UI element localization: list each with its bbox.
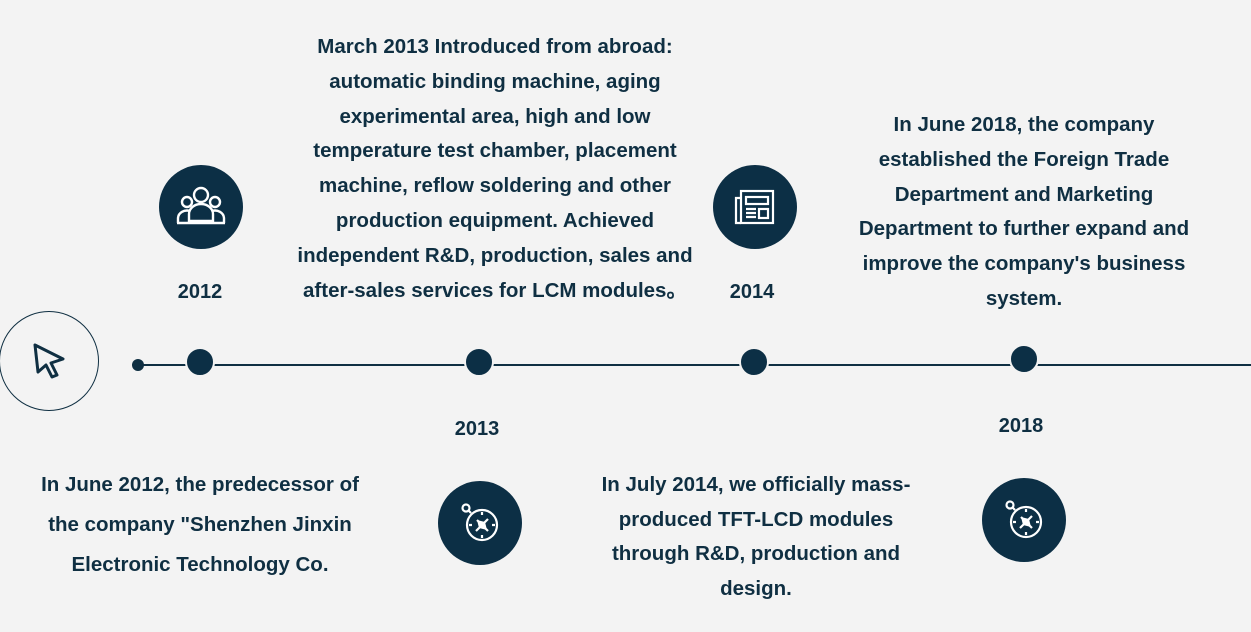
event-year-2013: 2013 [454,418,500,440]
cursor-arrow-icon [33,343,65,379]
newspaper-icon [734,189,775,225]
event-icon-2012 [159,165,243,249]
timeline-node-2014[interactable] [739,347,769,377]
timeline-start-dot [132,359,144,371]
event-icon-2018 [982,478,1066,562]
event-year-2018: 2018 [998,415,1044,437]
timeline-axis [138,364,1251,366]
timeline-node-2013[interactable] [464,347,494,377]
event-text-2014: In July 2014, we officially mass-produce… [601,473,911,600]
event-icon-2013 [438,481,522,565]
event-text-2018: In June 2018, the company established th… [858,113,1190,310]
timeline-node-2012[interactable] [185,347,215,377]
event-year-2014: 2014 [729,281,775,303]
timeline-pointer-button[interactable] [0,311,99,411]
group-icon [176,186,226,225]
compass-icon [461,503,499,542]
event-icon-2014 [713,165,797,249]
timeline-node-2018[interactable] [1009,344,1039,374]
event-text-2012: In June 2012, the predecessor of the com… [41,473,359,576]
event-year-2012: 2012 [177,281,223,303]
event-text-2013: March 2013 Introduced from abroad: autom… [297,35,693,302]
compass-icon [1005,500,1043,539]
